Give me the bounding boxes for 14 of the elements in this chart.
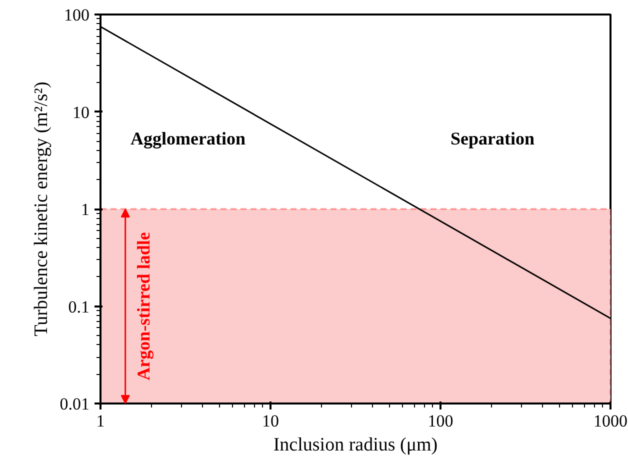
- annotation: Agglomeration: [130, 128, 246, 148]
- y-tick-label: 10: [72, 102, 90, 122]
- y-tick-label: 100: [64, 6, 90, 24]
- x-tick-label: 10: [262, 412, 279, 430]
- annotation: Separation: [450, 128, 535, 148]
- x-tick-label: 1: [96, 412, 105, 430]
- y-tick-label: 0.1: [68, 297, 90, 316]
- x-tick-label: 100: [428, 412, 454, 430]
- x-axis-title: Inclusion radius (μm): [273, 434, 438, 456]
- x-tick-label: 1000: [594, 412, 628, 430]
- y-axis-title: Turbulence kinetic energy (m²/s²): [30, 82, 52, 336]
- band-label: Argon-stirred ladle: [134, 232, 154, 380]
- y-tick-label: 0.01: [60, 394, 90, 414]
- y-tick-label: 1: [81, 200, 90, 219]
